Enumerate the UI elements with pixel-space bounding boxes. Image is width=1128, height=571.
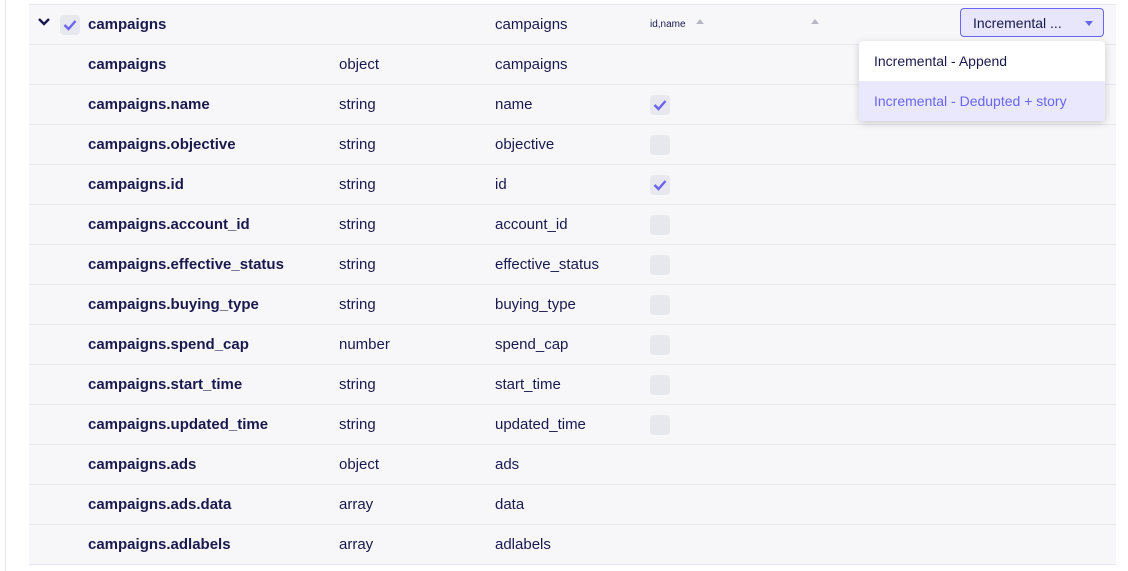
field-type: string bbox=[339, 256, 376, 273]
field-name: campaigns.id bbox=[88, 176, 184, 193]
field-name: campaigns.account_id bbox=[88, 216, 250, 233]
field-type: string bbox=[339, 216, 376, 233]
check-icon bbox=[63, 20, 77, 31]
sync-mode-option-append[interactable]: Incremental - Append bbox=[874, 53, 1008, 69]
field-row: campaigns.buying_type string buying_type bbox=[29, 285, 1116, 325]
field-destination: ads bbox=[495, 456, 520, 473]
field-name: campaigns.name bbox=[88, 96, 210, 113]
stream-row: campaigns campaigns id,name bbox=[29, 5, 1116, 45]
field-row: campaigns.ads object ads bbox=[29, 445, 1116, 485]
field-row: campaigns.start_time string start_time bbox=[29, 365, 1116, 405]
field-type: object bbox=[339, 456, 380, 473]
field-type: object bbox=[339, 56, 380, 73]
field-type: string bbox=[339, 96, 376, 113]
field-type: string bbox=[339, 296, 376, 313]
field-name: campaigns.start_time bbox=[88, 376, 243, 393]
primary-key-checkbox[interactable] bbox=[650, 295, 670, 315]
field-destination: effective_status bbox=[495, 256, 599, 273]
field-destination: objective bbox=[495, 136, 555, 153]
field-name: campaigns.ads bbox=[88, 456, 197, 473]
field-type: array bbox=[339, 536, 374, 553]
stream-name: campaigns bbox=[88, 16, 167, 33]
field-destination: start_time bbox=[495, 376, 561, 393]
field-destination: campaigns bbox=[495, 56, 568, 73]
sort-up-icon[interactable] bbox=[696, 19, 704, 24]
field-destination: name bbox=[495, 96, 533, 113]
sync-mode-option-deduped[interactable]: Incremental - Dedupted + story bbox=[859, 81, 1105, 121]
field-name: campaigns.objective bbox=[88, 136, 236, 153]
sync-mode-value: Incremental ... bbox=[973, 15, 1062, 31]
chevron-down-icon[interactable] bbox=[37, 17, 51, 27]
field-row: campaigns.updated_time string updated_ti… bbox=[29, 405, 1116, 445]
primary-key-checkbox[interactable] bbox=[650, 135, 670, 155]
field-name: campaigns.ads.data bbox=[88, 496, 232, 513]
field-row: campaigns.objective string objective bbox=[29, 125, 1116, 165]
field-name: campaigns.adlabels bbox=[88, 536, 231, 553]
stream-destination: campaigns bbox=[495, 16, 568, 33]
sort-up-icon[interactable] bbox=[811, 19, 819, 24]
field-row: campaigns.name string name bbox=[29, 85, 1116, 125]
field-destination: data bbox=[495, 496, 525, 513]
field-type: string bbox=[339, 136, 376, 153]
field-row: campaigns.ads.data array data bbox=[29, 485, 1116, 525]
field-destination: buying_type bbox=[495, 296, 576, 313]
primary-key-checkbox[interactable] bbox=[650, 255, 670, 275]
field-destination: spend_cap bbox=[495, 336, 569, 353]
field-type: string bbox=[339, 376, 376, 393]
sync-mode-menu: Incremental - Append Incremental - Dedup… bbox=[859, 41, 1105, 121]
field-type: string bbox=[339, 176, 376, 193]
field-destination: account_id bbox=[495, 216, 568, 233]
field-type: number bbox=[339, 336, 390, 353]
primary-key-checkbox[interactable] bbox=[650, 215, 670, 235]
field-name: campaigns.updated_time bbox=[88, 416, 269, 433]
field-name: campaigns bbox=[88, 56, 167, 73]
check-icon bbox=[653, 180, 667, 191]
field-row: campaigns object campaigns bbox=[29, 45, 1116, 85]
field-destination: updated_time bbox=[495, 416, 586, 433]
sync-mode-dropdown[interactable]: Incremental ... bbox=[960, 8, 1104, 37]
primary-key[interactable]: id,name bbox=[650, 19, 686, 30]
primary-key-checkbox[interactable] bbox=[650, 375, 670, 395]
stream-checkbox[interactable] bbox=[60, 15, 80, 35]
field-name: campaigns.effective_status bbox=[88, 256, 284, 273]
primary-key-checkbox[interactable] bbox=[650, 415, 670, 435]
primary-key-checkbox[interactable] bbox=[650, 95, 670, 115]
primary-key-checkbox[interactable] bbox=[650, 335, 670, 355]
field-destination: adlabels bbox=[495, 536, 551, 553]
field-destination: id bbox=[495, 176, 507, 193]
field-row: campaigns.adlabels array adlabels bbox=[29, 525, 1116, 565]
field-type: array bbox=[339, 496, 374, 513]
left-divider bbox=[5, 0, 6, 571]
field-row: campaigns.spend_cap number spend_cap bbox=[29, 325, 1116, 365]
check-icon bbox=[653, 100, 667, 111]
primary-key-checkbox[interactable] bbox=[650, 175, 670, 195]
field-row: campaigns.id string id bbox=[29, 165, 1116, 205]
field-row: campaigns.account_id string account_id bbox=[29, 205, 1116, 245]
field-name: campaigns.buying_type bbox=[88, 296, 259, 313]
field-row: campaigns.effective_status string effect… bbox=[29, 245, 1116, 285]
caret-down-icon bbox=[1085, 21, 1093, 26]
field-name: campaigns.spend_cap bbox=[88, 336, 249, 353]
field-type: string bbox=[339, 416, 376, 433]
